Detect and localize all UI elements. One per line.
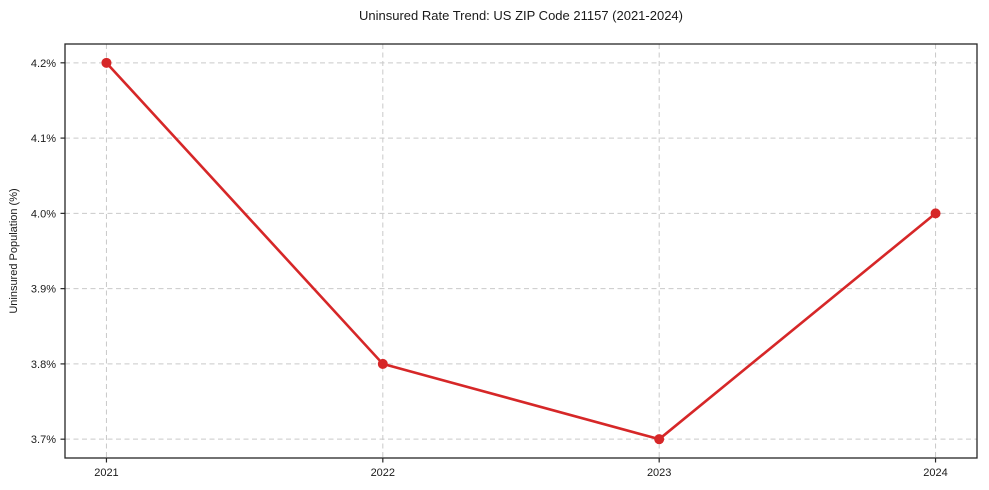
data-line [105, 61, 937, 441]
data-point-marker [654, 434, 665, 445]
data-points [101, 57, 941, 445]
x-tick-labels: 2021 2022 2023 2024 [94, 467, 948, 479]
svg-text:2021: 2021 [94, 467, 118, 479]
svg-text:2022: 2022 [371, 467, 395, 479]
y-tick-labels: 3.7% 3.8% 3.9% 4.0% 4.1% 4.2% [31, 58, 56, 446]
svg-text:4.2%: 4.2% [31, 58, 56, 70]
svg-text:4.0%: 4.0% [31, 208, 56, 220]
data-point-marker [930, 208, 941, 219]
svg-text:3.7%: 3.7% [31, 434, 56, 446]
data-point-marker [101, 57, 112, 68]
data-point-marker [377, 358, 388, 369]
svg-text:3.8%: 3.8% [31, 359, 56, 371]
svg-text:3.9%: 3.9% [31, 284, 56, 296]
svg-text:2023: 2023 [647, 467, 671, 479]
plot-frame [64, 43, 978, 459]
tick-marks [60, 62, 937, 463]
chart-title: Uninsured Rate Trend: US ZIP Code 21157 … [359, 8, 683, 23]
svg-text:4.1%: 4.1% [31, 133, 56, 145]
svg-text:2024: 2024 [923, 467, 947, 479]
gridlines [65, 44, 977, 458]
